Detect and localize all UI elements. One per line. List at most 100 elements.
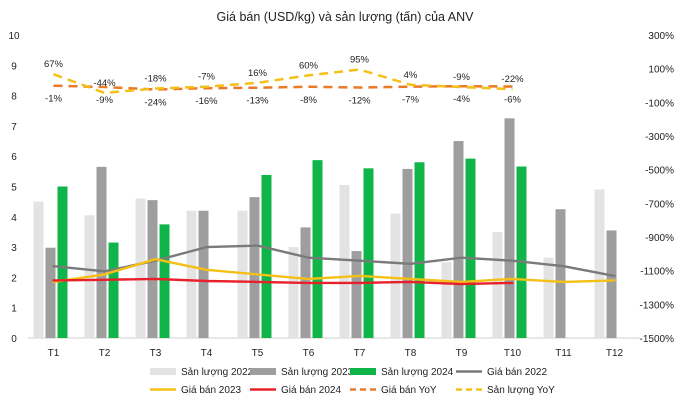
legend: Sản lượng 2022 Sản lượng 2023 Sản lượng 20…	[150, 367, 555, 396]
bar-sản-lượng-2023	[606, 230, 617, 338]
bar-sản-lượng-2024	[312, 160, 323, 338]
legend-swatch-sản-lượng-2024	[350, 368, 376, 375]
bar-sản-lượng-2024	[414, 162, 425, 338]
right-tick-label: -900%	[645, 233, 674, 244]
x-tick-label: T7	[354, 348, 366, 359]
left-axis: 0 1 2 3 4 5 6 7 8 9 10	[8, 31, 20, 345]
right-tick-label: 300%	[648, 31, 674, 42]
left-tick-label: 4	[11, 213, 17, 224]
volume-yoy-data-label: 16%	[248, 68, 268, 79]
bar-sản-lượng-2024	[108, 242, 119, 338]
volume-yoy-data-label: 95%	[350, 55, 370, 66]
x-tick-label: T4	[201, 348, 213, 359]
left-tick-label: 0	[11, 334, 17, 345]
x-tick-label: T12	[606, 348, 624, 359]
line-giá-bán-2024	[52, 277, 514, 286]
bar-sản-lượng-2023	[96, 166, 107, 338]
right-tick-label: -700%	[645, 199, 674, 210]
bar-sản-lượng-2024	[465, 158, 476, 338]
bar-series-group	[33, 118, 617, 338]
legend-swatch-sản-lượng-2022	[150, 368, 176, 375]
volume-yoy-data-label: -44%	[93, 78, 116, 89]
volume-yoy-data-label: -9%	[453, 72, 470, 83]
price-yoy-data-label: -12%	[348, 96, 371, 107]
bar-sản-lượng-2022	[135, 198, 146, 338]
left-tick-label: 1	[11, 304, 17, 315]
bar-sản-lượng-2022	[594, 189, 605, 338]
volume-yoy-data-label: 4%	[404, 70, 418, 81]
bar-sản-lượng-2022	[543, 257, 554, 338]
volume-yoy-data-label: -7%	[198, 72, 215, 83]
right-tick-label: -500%	[645, 166, 674, 177]
bar-sản-lượng-2022	[441, 262, 452, 338]
left-tick-label: 10	[8, 31, 20, 42]
x-tick-label: T9	[456, 348, 468, 359]
x-tick-label: T1	[48, 348, 60, 359]
legend-label-giá-bán-2023: Giá bán 2023	[181, 385, 241, 396]
bar-sản-lượng-2022	[237, 210, 248, 338]
right-tick-label: -300%	[645, 132, 674, 143]
line-series-group	[52, 68, 616, 286]
legend-label-sản-lượng-yoy: Sản lượng YoY	[487, 385, 555, 396]
bar-sản-lượng-2023	[198, 210, 209, 338]
price-yoy-data-label: -7%	[402, 95, 419, 106]
price-yoy-data-label: -1%	[45, 94, 62, 105]
bar-sản-lượng-2023	[45, 247, 56, 338]
bar-sản-lượng-2022	[390, 213, 401, 338]
yoy-labels-group: 67% -44% -18% -7% 16% 60% 95% 4% -9% -22% -1% -9% -2…	[44, 55, 524, 109]
left-tick-label: 6	[11, 152, 17, 163]
x-axis: T1 T2 T3 T4 T5 T6 T7 T8 T9 T10 T11 T12	[28, 337, 640, 359]
left-tick-label: 7	[11, 122, 17, 133]
volume-yoy-data-label: -22%	[501, 74, 524, 85]
right-tick-label: -100%	[645, 98, 674, 109]
left-tick-label: 8	[11, 92, 17, 103]
volume-yoy-data-label: 67%	[44, 59, 64, 70]
bar-sản-lượng-2023	[351, 251, 362, 338]
left-tick-label: 5	[11, 183, 17, 194]
legend-label-sản-lượng-2022: Sản lượng 2022	[181, 367, 254, 378]
bar-sản-lượng-2024	[363, 168, 374, 338]
left-tick-label: 2	[11, 273, 17, 284]
bar-sản-lượng-2023	[147, 200, 158, 338]
x-tick-label: T8	[405, 348, 417, 359]
line-sản-lượng-yoy	[53, 68, 513, 95]
x-tick-label: T3	[150, 348, 162, 359]
right-tick-label: 100%	[648, 65, 674, 76]
bar-sản-lượng-2022	[33, 201, 44, 338]
legend-label-sản-lượng-2024: Sản lượng 2024	[381, 367, 454, 378]
right-tick-label: -1500%	[640, 334, 675, 345]
line-giá-bán-yoy	[53, 84, 513, 91]
legend-label-giá-bán-2024: Giá bán 2024	[281, 385, 341, 396]
price-yoy-data-label: -13%	[246, 96, 269, 107]
right-axis: -1500% -1300% -1100% -900% -700% -500% -300% -1…	[640, 31, 675, 345]
legend-swatch-sản-lượng-2023	[250, 368, 276, 375]
price-yoy-data-label: -9%	[96, 95, 113, 106]
price-yoy-data-label: -24%	[144, 98, 167, 109]
right-tick-label: -1300%	[640, 300, 675, 311]
price-yoy-data-label: -8%	[300, 95, 317, 106]
bar-sản-lượng-2022	[339, 184, 350, 338]
bar-sản-lượng-2022	[288, 247, 299, 338]
bar-sản-lượng-2024	[57, 186, 68, 338]
bar-sản-lượng-2023	[555, 209, 566, 338]
right-tick-label: -1100%	[640, 267, 674, 278]
bar-sản-lượng-2023	[504, 118, 515, 338]
bar-sản-lượng-2022	[492, 231, 503, 338]
bar-sản-lượng-2024	[159, 224, 170, 338]
bar-sản-lượng-2023	[249, 197, 260, 338]
price-yoy-data-label: -6%	[504, 95, 521, 106]
price-yoy-data-label: -4%	[453, 94, 470, 105]
line-giá-bán-2023	[52, 258, 616, 284]
bar-sản-lượng-2024	[516, 166, 527, 338]
legend-label-giá-bán-2022: Giá bán 2022	[487, 367, 547, 378]
chart-title: Giá bán (USD/kg) và sản lượng (tấn) của …	[217, 10, 475, 24]
price-yoy-data-label: -16%	[195, 96, 218, 107]
legend-label-giá-bán-yoy: Giá bán YoY	[381, 385, 437, 396]
legend-label-sản-lượng-2023: Sản lượng 2023	[281, 367, 354, 378]
volume-yoy-data-label: 60%	[299, 60, 319, 71]
bar-sản-lượng-2024	[261, 174, 272, 338]
left-tick-label: 3	[11, 243, 17, 254]
bar-sản-lượng-2023	[402, 168, 413, 338]
bar-sản-lượng-2023	[453, 141, 464, 338]
